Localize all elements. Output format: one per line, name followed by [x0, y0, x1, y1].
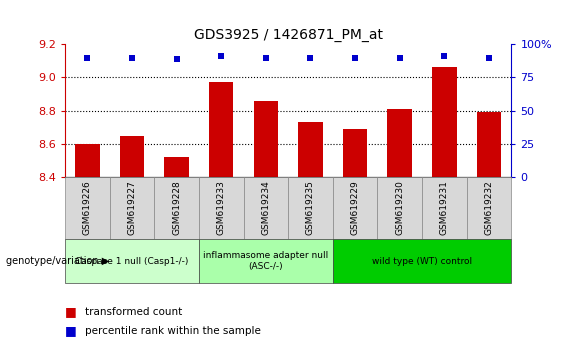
- Bar: [333, 239, 511, 283]
- Bar: [377, 177, 422, 239]
- Text: GSM619234: GSM619234: [262, 181, 270, 235]
- Bar: [244, 177, 288, 239]
- Bar: [422, 177, 467, 239]
- Bar: [288, 177, 333, 239]
- Bar: [477, 112, 501, 177]
- Text: ■: ■: [65, 325, 81, 337]
- Bar: [154, 177, 199, 239]
- Text: Caspase 1 null (Casp1-/-): Caspase 1 null (Casp1-/-): [75, 257, 189, 266]
- Point: [216, 53, 225, 59]
- Text: ■: ■: [65, 305, 81, 318]
- Text: percentile rank within the sample: percentile rank within the sample: [85, 326, 260, 336]
- Text: GSM619233: GSM619233: [217, 181, 225, 235]
- Bar: [164, 157, 189, 177]
- Point: [82, 55, 92, 60]
- Bar: [65, 177, 110, 239]
- Bar: [254, 101, 278, 177]
- Text: wild type (WT) control: wild type (WT) control: [372, 257, 472, 266]
- Point: [306, 55, 315, 60]
- Text: genotype/variation ▶: genotype/variation ▶: [6, 256, 109, 266]
- Bar: [75, 144, 99, 177]
- Text: GSM619227: GSM619227: [128, 181, 136, 235]
- Text: GSM619231: GSM619231: [440, 181, 449, 235]
- Bar: [298, 122, 323, 177]
- Text: GSM619229: GSM619229: [351, 181, 359, 235]
- Text: GSM619232: GSM619232: [485, 181, 493, 235]
- Text: transformed count: transformed count: [85, 307, 182, 316]
- Bar: [333, 177, 377, 239]
- Point: [484, 55, 493, 60]
- Bar: [209, 82, 233, 177]
- Text: GSM619230: GSM619230: [396, 181, 404, 235]
- Text: GSM619226: GSM619226: [83, 181, 92, 235]
- Bar: [65, 239, 199, 283]
- Bar: [343, 129, 367, 177]
- Point: [350, 55, 359, 60]
- Bar: [199, 239, 333, 283]
- Title: GDS3925 / 1426871_PM_at: GDS3925 / 1426871_PM_at: [194, 28, 383, 42]
- Bar: [388, 109, 412, 177]
- Bar: [432, 68, 457, 177]
- Point: [440, 53, 449, 59]
- Point: [172, 56, 181, 62]
- Text: inflammasome adapter null
(ASC-/-): inflammasome adapter null (ASC-/-): [203, 251, 328, 271]
- Point: [395, 55, 404, 60]
- Bar: [199, 177, 244, 239]
- Point: [128, 55, 137, 60]
- Bar: [467, 177, 511, 239]
- Bar: [110, 177, 154, 239]
- Text: GSM619235: GSM619235: [306, 181, 315, 235]
- Bar: [120, 136, 144, 177]
- Text: GSM619228: GSM619228: [172, 181, 181, 235]
- Point: [261, 55, 270, 60]
